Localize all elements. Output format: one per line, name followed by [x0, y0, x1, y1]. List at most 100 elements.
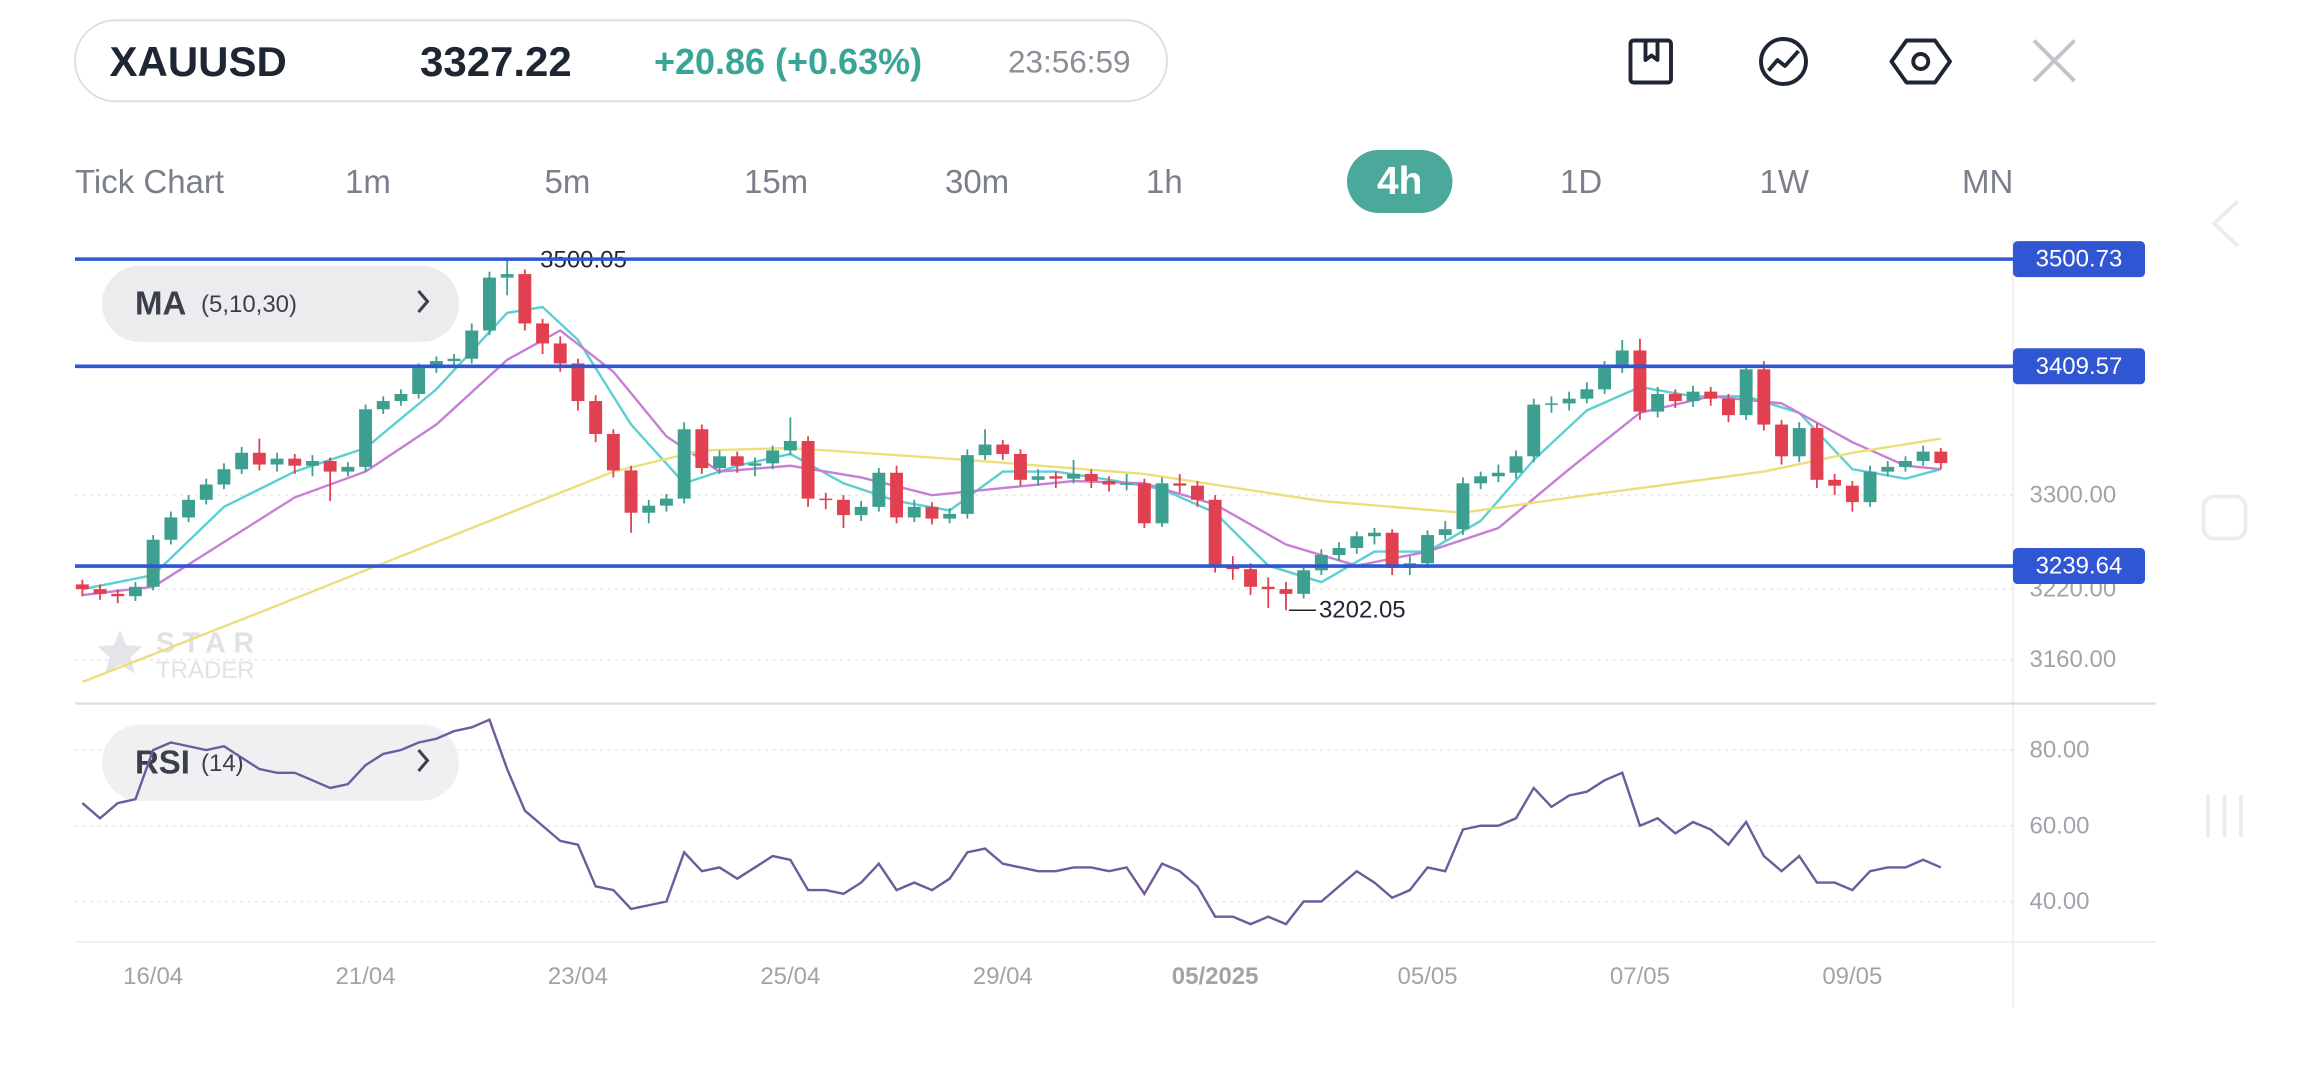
- candle-body: [146, 539, 160, 587]
- side-menu-icon[interactable]: [2206, 794, 2243, 837]
- rsi-line: [81, 718, 1942, 926]
- x-tick-label: 21/04: [336, 963, 396, 990]
- x-tick-label: 07/05: [1610, 963, 1670, 990]
- candle-body: [1279, 589, 1293, 594]
- candle-body: [1173, 483, 1187, 486]
- candle-body: [854, 506, 868, 516]
- candle-body: [1385, 532, 1399, 568]
- rsi-legend[interactable]: RSI (14): [102, 724, 460, 801]
- candle-body: [394, 393, 408, 402]
- symbol: XAUUSD: [110, 38, 287, 85]
- time: 23:56:59: [1008, 43, 1131, 79]
- ma-line: [81, 437, 1942, 684]
- candle-body: [1332, 547, 1346, 556]
- x-tick-label: 05/05: [1398, 963, 1458, 990]
- candle-body: [323, 461, 337, 472]
- candle-body: [1049, 476, 1063, 479]
- candle-body: [164, 517, 178, 540]
- timeframe-button[interactable]: 1D: [1560, 163, 1602, 200]
- candle-body: [1845, 485, 1859, 503]
- candle-body: [252, 452, 266, 465]
- timeframe-button[interactable]: 1W: [1759, 163, 1809, 200]
- candle-body: [500, 274, 514, 278]
- candle-body: [483, 277, 496, 331]
- chevron: [417, 290, 430, 313]
- candle-body: [1881, 466, 1895, 472]
- indicator-icon[interactable]: [1759, 37, 1808, 86]
- timeframe-button[interactable]: Tick Chart: [75, 163, 224, 200]
- side-home-icon[interactable]: [2201, 494, 2248, 541]
- x-tick-label: 09/05: [1822, 963, 1882, 990]
- candle-body: [1686, 391, 1700, 402]
- candle-body: [748, 463, 762, 466]
- settings-icon[interactable]: [1889, 38, 1952, 85]
- candle-body: [341, 466, 355, 472]
- candle-body: [1137, 483, 1151, 524]
- candle-body: [182, 499, 196, 518]
- candle-body: [1350, 536, 1364, 548]
- candle-body: [1544, 403, 1558, 405]
- timeframe-button[interactable]: MN: [1962, 163, 2013, 200]
- candle-body: [359, 409, 373, 467]
- level-label: 3239.64: [2036, 553, 2123, 580]
- candle-body: [589, 401, 603, 434]
- candle-body: [766, 450, 780, 464]
- x-tick-label: 23/04: [548, 963, 608, 990]
- close-icon[interactable]: [2032, 39, 2076, 83]
- candle-body: [465, 330, 479, 359]
- candle-body: [960, 455, 974, 514]
- candle-body: [872, 472, 886, 507]
- candle-body: [536, 323, 550, 344]
- candle-body: [1155, 483, 1169, 524]
- candle-body: [199, 484, 213, 500]
- candle-body: [925, 506, 939, 519]
- bookmark-icon[interactable]: [1628, 38, 1673, 85]
- candle-body: [1721, 398, 1735, 416]
- y-tick-label: 3160.00: [2029, 646, 2116, 673]
- candle-body: [1438, 529, 1452, 536]
- rsi-pill[interactable]: [102, 724, 460, 801]
- candle-body: [1757, 369, 1771, 425]
- candle-body: [571, 363, 585, 402]
- active-timeframe-pill: [1346, 149, 1453, 213]
- timeframe-button[interactable]: 30m: [945, 163, 1009, 200]
- candle-body: [129, 586, 142, 597]
- candle-body: [660, 498, 673, 506]
- candle-body: [1261, 586, 1275, 590]
- timeframe-button[interactable]: 15m: [744, 163, 808, 200]
- candle-body: [1739, 369, 1753, 416]
- candle-body: [606, 433, 620, 471]
- price-change: +20.86 (+0.63%): [654, 41, 922, 82]
- y-tick-label: 60.00: [2029, 812, 2089, 839]
- candle-body: [1474, 476, 1488, 484]
- candle-body: [1367, 532, 1381, 537]
- candle-body: [518, 274, 532, 324]
- level-tag: [2012, 548, 2145, 585]
- x-tick-label: 16/04: [123, 963, 183, 990]
- candle-body: [1102, 480, 1116, 485]
- candle-body: [624, 470, 638, 513]
- x-tick-label: 29/04: [973, 963, 1033, 990]
- candle-body: [553, 343, 567, 364]
- candle-body: [412, 368, 426, 394]
- timeframe-button[interactable]: 1h: [1146, 163, 1183, 200]
- candle-body: [1775, 424, 1788, 457]
- timeframe-button[interactable]: 5m: [545, 163, 591, 200]
- timeframe-button[interactable]: 4h: [1377, 160, 1423, 203]
- candle-body: [1792, 428, 1806, 457]
- candle-body: [1562, 398, 1576, 404]
- ma-pill[interactable]: [102, 265, 460, 342]
- candle-body: [306, 461, 319, 466]
- candle-body: [1704, 391, 1718, 399]
- ma-legend[interactable]: MA (5,10,30): [102, 265, 460, 342]
- level-tag: [2012, 348, 2145, 385]
- candle-body: [1615, 350, 1629, 369]
- candle-body: [1810, 428, 1824, 480]
- candle-body: [1491, 472, 1505, 477]
- indicator-params: (5,10,30): [201, 291, 297, 318]
- candle-body: [1651, 393, 1665, 412]
- timeframe-button[interactable]: 1m: [345, 163, 391, 200]
- candle-body: [730, 456, 744, 466]
- side-back-icon[interactable]: [2211, 199, 2240, 248]
